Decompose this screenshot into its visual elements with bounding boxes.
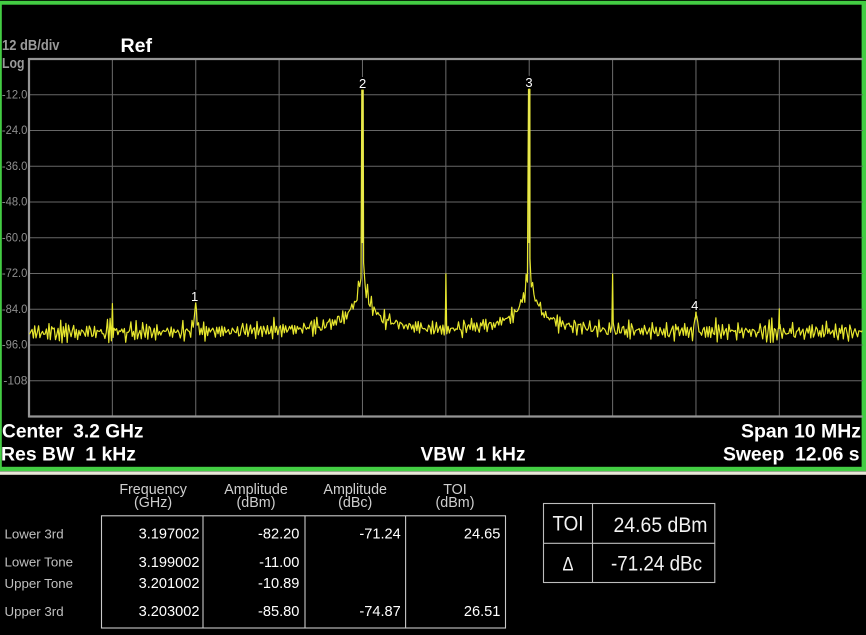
svg-text:3: 3 <box>525 75 532 90</box>
svg-text:24.65: 24.65 <box>464 527 501 543</box>
svg-text:-48.0: -48.0 <box>2 195 28 209</box>
svg-text:-82.20: -82.20 <box>258 527 299 543</box>
svg-text:Center 3.2 GHz: Center 3.2 GHz <box>2 420 144 442</box>
svg-text:-36.0: -36.0 <box>2 159 28 173</box>
svg-text:Upper 3rd: Upper 3rd <box>5 604 64 619</box>
svg-text:Sweep 12.06 s: Sweep 12.06 s <box>723 444 860 466</box>
svg-text:Amplitude: Amplitude <box>323 482 387 498</box>
svg-text:(dBm): (dBm) <box>436 495 475 511</box>
svg-text:-85.80: -85.80 <box>258 604 299 620</box>
svg-text:Ref: Ref <box>121 35 153 57</box>
svg-text:(dBm): (dBm) <box>237 495 276 511</box>
svg-text:12 dB/div: 12 dB/div <box>2 37 60 54</box>
svg-text:(dBc): (dBc) <box>338 495 372 511</box>
svg-text:Lower 3rd: Lower 3rd <box>5 526 64 541</box>
svg-text:-96.0: -96.0 <box>2 338 28 352</box>
svg-text:(GHz): (GHz) <box>134 495 172 511</box>
svg-text:-72.0: -72.0 <box>2 266 28 280</box>
svg-text:VBW 1 kHz: VBW 1 kHz <box>421 444 526 466</box>
svg-text:-84.0: -84.0 <box>2 302 28 316</box>
svg-text:4: 4 <box>691 298 698 313</box>
svg-text:TOI: TOI <box>443 482 467 498</box>
svg-text:24.65 dBm: 24.65 dBm <box>614 513 708 537</box>
svg-text:-12.0: -12.0 <box>2 87 28 101</box>
svg-text:-10.89: -10.89 <box>258 576 299 592</box>
svg-text:Span 10 MHz: Span 10 MHz <box>741 420 861 442</box>
svg-text:-11.00: -11.00 <box>259 555 299 571</box>
svg-text:3.197002: 3.197002 <box>139 527 200 543</box>
svg-text:3.203002: 3.203002 <box>139 604 200 620</box>
svg-text:-74.87: -74.87 <box>359 604 400 620</box>
svg-text:Amplitude: Amplitude <box>224 482 288 498</box>
svg-text:-71.24 dBc: -71.24 dBc <box>611 551 702 575</box>
svg-text:Δ: Δ <box>563 553 574 575</box>
svg-text:Upper Tone: Upper Tone <box>5 576 74 591</box>
svg-text:TOI: TOI <box>553 513 584 536</box>
svg-text:Res BW 1 kHz: Res BW 1 kHz <box>1 444 136 466</box>
svg-text:3.199002: 3.199002 <box>139 555 200 571</box>
svg-text:2: 2 <box>359 76 366 91</box>
svg-text:-24.0: -24.0 <box>2 123 28 137</box>
svg-text:26.51: 26.51 <box>464 604 501 620</box>
svg-text:3.201002: 3.201002 <box>139 576 200 592</box>
svg-text:Log: Log <box>2 55 25 72</box>
svg-text:-60.0: -60.0 <box>2 230 28 244</box>
svg-text:Lower Tone: Lower Tone <box>5 555 74 570</box>
svg-text:-108: -108 <box>3 373 27 387</box>
svg-text:1: 1 <box>191 289 198 304</box>
svg-text:-71.24: -71.24 <box>359 527 400 543</box>
svg-text:Frequency: Frequency <box>119 482 187 498</box>
